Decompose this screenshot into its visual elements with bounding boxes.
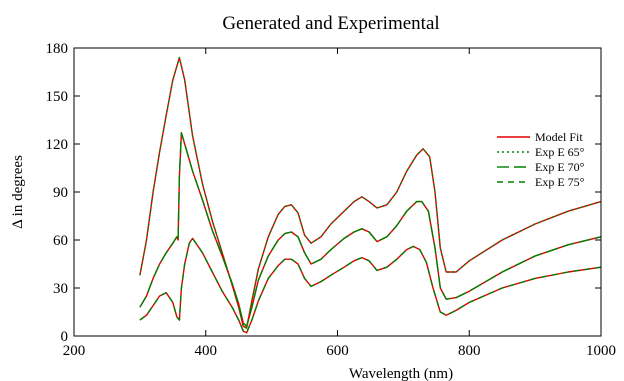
model-fit-line-70deg bbox=[139, 132, 602, 328]
chart-title: Generated and Experimental bbox=[222, 13, 439, 34]
exp-line-75deg bbox=[139, 237, 602, 334]
x-tick-label: 600 bbox=[326, 343, 349, 359]
y-tick-label: 180 bbox=[46, 41, 69, 57]
y-tick-label: 60 bbox=[53, 233, 68, 249]
ticks: 200 400 600 800 1000 0 30 60 90 120 150 180 bbox=[46, 41, 617, 359]
plot-area bbox=[139, 56, 602, 334]
y-axis-label: Δ in degrees bbox=[10, 155, 26, 229]
x-axis-label: Wavelength (nm) bbox=[349, 366, 453, 381]
y-tick-label: 0 bbox=[61, 329, 69, 345]
legend-label: Exp E 70° bbox=[535, 160, 585, 174]
legend-label: Exp E 75° bbox=[535, 175, 585, 189]
x-tick-label: 400 bbox=[195, 343, 218, 359]
legend-label: Exp E 65° bbox=[535, 145, 585, 159]
x-tick-label: 800 bbox=[458, 343, 481, 359]
model-fit-line-75deg bbox=[139, 237, 602, 334]
x-tick-label: 200 bbox=[63, 343, 86, 359]
y-tick-label: 30 bbox=[53, 281, 68, 297]
exp-line-65deg bbox=[139, 56, 602, 329]
exp-line-70deg bbox=[139, 132, 602, 328]
legend-label: Model Fit bbox=[535, 130, 583, 144]
x-tick-label: 1000 bbox=[586, 343, 616, 359]
y-tick-label: 90 bbox=[53, 185, 68, 201]
y-tick-label: 120 bbox=[46, 137, 69, 153]
y-tick-label: 150 bbox=[46, 89, 69, 105]
model-fit-line-65deg bbox=[139, 56, 602, 329]
